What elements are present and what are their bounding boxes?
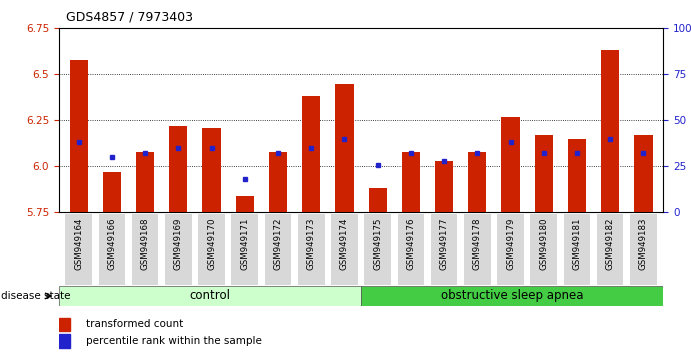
- Bar: [231, 214, 258, 285]
- Bar: [601, 50, 619, 212]
- Text: GSM949177: GSM949177: [439, 218, 448, 270]
- Bar: [302, 96, 321, 212]
- Text: GSM949178: GSM949178: [473, 218, 482, 270]
- Bar: [59, 318, 70, 331]
- Text: GSM949170: GSM949170: [207, 218, 216, 270]
- Text: GSM949176: GSM949176: [406, 218, 415, 270]
- Bar: [132, 214, 158, 285]
- Bar: [401, 152, 420, 212]
- Bar: [202, 128, 220, 212]
- Bar: [361, 286, 663, 306]
- Bar: [597, 214, 623, 285]
- Text: disease state: disease state: [1, 291, 70, 301]
- Bar: [198, 214, 225, 285]
- Bar: [59, 286, 361, 306]
- Bar: [468, 152, 486, 212]
- Bar: [66, 214, 92, 285]
- Text: GSM949172: GSM949172: [274, 218, 283, 270]
- Bar: [269, 152, 287, 212]
- Bar: [103, 172, 121, 212]
- Bar: [331, 214, 358, 285]
- Text: control: control: [189, 290, 230, 302]
- Bar: [397, 214, 424, 285]
- Bar: [165, 214, 191, 285]
- Bar: [630, 214, 656, 285]
- Bar: [430, 214, 457, 285]
- Text: GDS4857 / 7973403: GDS4857 / 7973403: [66, 11, 193, 24]
- Text: GSM949174: GSM949174: [340, 218, 349, 270]
- Text: GSM949173: GSM949173: [307, 218, 316, 270]
- Bar: [99, 214, 125, 285]
- Bar: [435, 161, 453, 212]
- Text: GSM949175: GSM949175: [373, 218, 382, 270]
- Bar: [531, 214, 557, 285]
- Bar: [298, 214, 325, 285]
- Bar: [136, 152, 154, 212]
- Bar: [236, 196, 254, 212]
- Text: percentile rank within the sample: percentile rank within the sample: [86, 336, 262, 346]
- Bar: [368, 188, 387, 212]
- Bar: [70, 59, 88, 212]
- Bar: [364, 214, 391, 285]
- Text: GSM949179: GSM949179: [506, 218, 515, 270]
- Text: GSM949182: GSM949182: [606, 218, 615, 270]
- Bar: [634, 135, 652, 212]
- Bar: [464, 214, 491, 285]
- Bar: [502, 117, 520, 212]
- Text: GSM949181: GSM949181: [572, 218, 582, 270]
- Text: GSM949168: GSM949168: [140, 218, 150, 270]
- Bar: [169, 126, 187, 212]
- Text: GSM949169: GSM949169: [174, 218, 183, 270]
- Bar: [498, 214, 524, 285]
- Text: transformed count: transformed count: [86, 319, 183, 329]
- Bar: [535, 135, 553, 212]
- Bar: [564, 214, 590, 285]
- Text: GSM949171: GSM949171: [240, 218, 249, 270]
- Text: GSM949164: GSM949164: [74, 218, 83, 270]
- Text: GSM949183: GSM949183: [639, 218, 648, 270]
- Bar: [335, 84, 354, 212]
- Text: GSM949180: GSM949180: [539, 218, 548, 270]
- Text: GSM949166: GSM949166: [107, 218, 116, 270]
- Bar: [59, 334, 70, 348]
- Text: obstructive sleep apnea: obstructive sleep apnea: [441, 290, 583, 302]
- Bar: [265, 214, 292, 285]
- Bar: [568, 139, 586, 212]
